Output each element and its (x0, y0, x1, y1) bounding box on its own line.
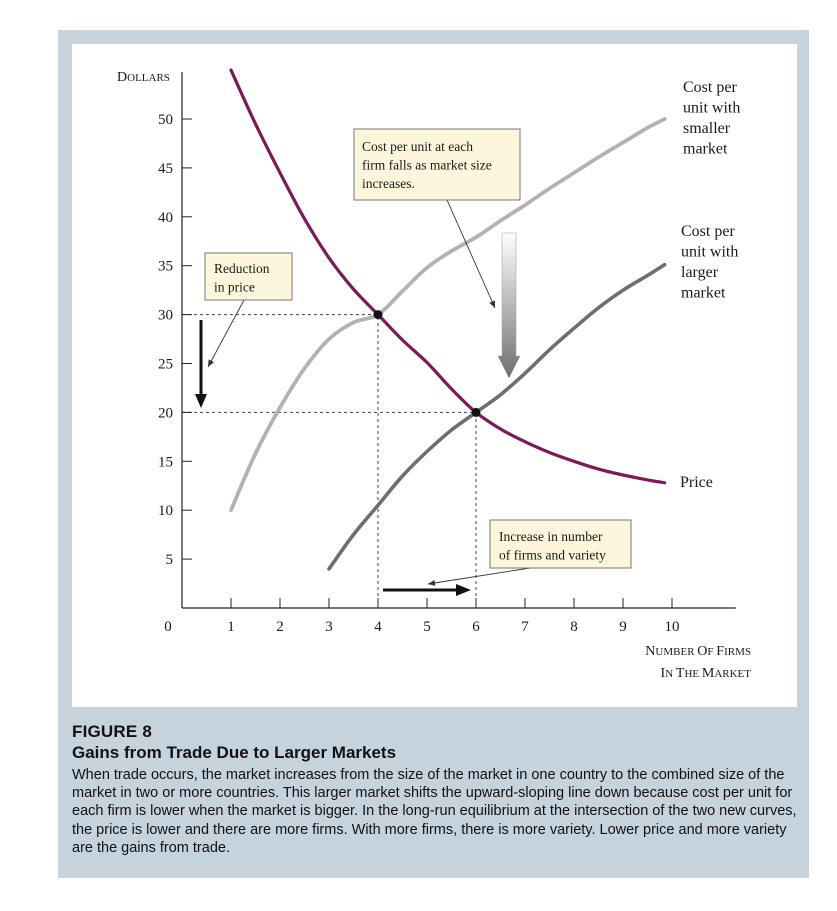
series-line-cost-per-unit-with-smaller-market (229, 117, 667, 513)
shift-down-arrow (497, 232, 521, 379)
x-tick-label: 0 (164, 619, 172, 635)
equilibrium-point (471, 407, 481, 417)
ann-reduction-text: Reduction in price (214, 261, 270, 295)
x-axis-title: IN THE MARKET (661, 666, 752, 681)
y-axis-title: DOLLARS (117, 70, 170, 85)
series-line-price (229, 68, 667, 485)
figure-description: When trade occurs, the market increases … (72, 767, 797, 856)
y-tick-label: 5 (166, 552, 174, 568)
y-tick-label: 50 (158, 112, 173, 128)
figure-title: Gains from Trade Due to Larger Markets (72, 743, 397, 762)
firm-increase-arrow-head (456, 584, 471, 596)
x-tick-label: 5 (423, 619, 431, 635)
series-line-cost-per-unit-with-larger-market (327, 262, 667, 571)
ann-cost-falls-pointer (446, 199, 496, 309)
ann-reduction-box (204, 252, 293, 301)
y-tick-label: 35 (158, 259, 173, 275)
y-tick-label: 25 (158, 357, 173, 373)
x-tick-label: 7 (521, 619, 529, 635)
x-tick-label: 8 (570, 619, 578, 635)
equilibrium-point (373, 310, 383, 320)
figure-caption: FIGURE 8 Gains from Trade Due to Larger … (72, 722, 797, 857)
x-tick-label: 6 (472, 619, 480, 635)
x-axis-title: NUMBER OF FIRMS (645, 644, 751, 659)
y-tick-label: 45 (158, 161, 173, 177)
figure-number: FIGURE 8 (72, 722, 153, 741)
ann-reduction-pointer-head (208, 359, 214, 367)
y-tick-label: 15 (158, 454, 173, 470)
ann-cost-falls-text: Cost per unit at each firm falls as marke… (362, 139, 492, 191)
ann-increase-box (489, 519, 632, 569)
ann-increase-pointer (427, 567, 531, 585)
ann-increase-text: Increase in number of firms and variety (499, 529, 606, 563)
x-tick-label: 9 (619, 619, 627, 635)
y-tick-label: 30 (158, 308, 173, 324)
series-label-price: Price (680, 474, 713, 491)
x-tick-label: 1 (227, 619, 235, 635)
y-tick-label: 10 (158, 503, 173, 519)
ann-increase-pointer-head (428, 579, 436, 586)
y-tick-label: 40 (158, 210, 173, 226)
x-tick-label: 10 (665, 619, 680, 635)
ann-cost-falls-pointer-head (489, 300, 495, 308)
y-tick-label: 20 (158, 405, 173, 421)
x-tick-label: 3 (325, 619, 333, 635)
ann-reduction-pointer (207, 299, 245, 368)
series-label-cost-per-unit-with-smaller-market: Cost per unit with smaller market (683, 79, 740, 158)
series-label-cost-per-unit-with-larger-market: Cost per unit with larger market (681, 223, 738, 302)
price-reduction-arrow-head (195, 394, 207, 408)
x-tick-label: 2 (276, 619, 284, 635)
ann-cost-falls-box (353, 128, 521, 201)
x-tick-label: 4 (374, 619, 382, 635)
